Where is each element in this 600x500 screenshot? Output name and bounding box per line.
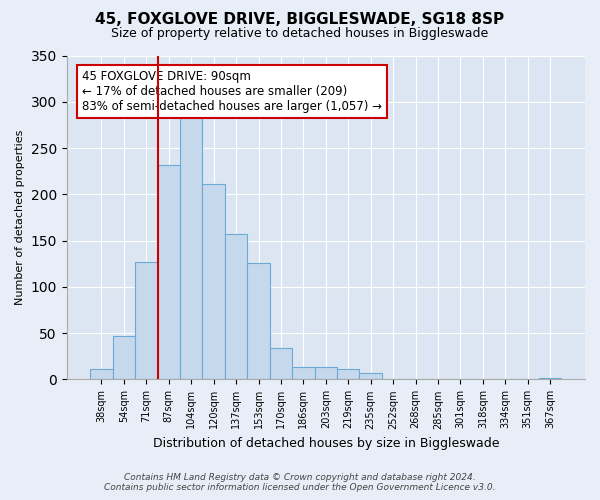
Text: 45 FOXGLOVE DRIVE: 90sqm
← 17% of detached houses are smaller (209)
83% of semi-: 45 FOXGLOVE DRIVE: 90sqm ← 17% of detach… bbox=[82, 70, 382, 113]
Text: Contains HM Land Registry data © Crown copyright and database right 2024.
Contai: Contains HM Land Registry data © Crown c… bbox=[104, 473, 496, 492]
Bar bbox=[292, 368, 314, 380]
Bar bbox=[270, 348, 292, 380]
Bar bbox=[314, 368, 337, 380]
Bar bbox=[202, 184, 225, 380]
Bar bbox=[158, 164, 180, 380]
Bar bbox=[135, 262, 158, 380]
Bar bbox=[90, 370, 113, 380]
Bar bbox=[247, 263, 270, 380]
Bar bbox=[113, 336, 135, 380]
Y-axis label: Number of detached properties: Number of detached properties bbox=[15, 130, 25, 305]
X-axis label: Distribution of detached houses by size in Biggleswade: Distribution of detached houses by size … bbox=[152, 437, 499, 450]
Bar bbox=[337, 370, 359, 380]
Bar bbox=[225, 234, 247, 380]
Text: 45, FOXGLOVE DRIVE, BIGGLESWADE, SG18 8SP: 45, FOXGLOVE DRIVE, BIGGLESWADE, SG18 8S… bbox=[95, 12, 505, 28]
Bar bbox=[359, 373, 382, 380]
Bar bbox=[539, 378, 562, 380]
Bar bbox=[180, 116, 202, 380]
Text: Size of property relative to detached houses in Biggleswade: Size of property relative to detached ho… bbox=[112, 28, 488, 40]
